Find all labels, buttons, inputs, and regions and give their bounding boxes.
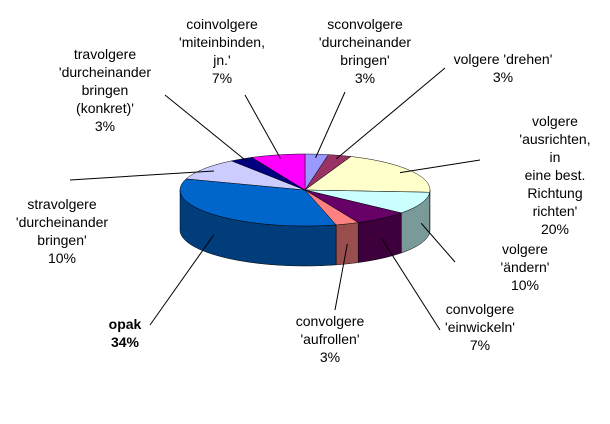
- value-label: 3%: [354, 70, 376, 86]
- pie-slice-side: [335, 222, 359, 266]
- category-label: opak: [108, 316, 142, 332]
- pie-slice: [251, 153, 306, 191]
- category-label: stravolgere 'durcheinander bringen': [15, 196, 109, 248]
- slice-label: volgere 'ausrichten, in eine best. Richt…: [519, 112, 590, 238]
- leader-line: [381, 238, 441, 331]
- category-label: convolgere 'aufrollen': [295, 313, 365, 347]
- category-label: coinvolgere 'miteinbinden, jn.': [179, 16, 265, 68]
- slice-label: coinvolgere 'miteinbinden, jn.' 7%: [179, 15, 265, 87]
- value-label: 7%: [211, 70, 233, 86]
- leader-line: [164, 94, 249, 163]
- pie-slice: [179, 178, 337, 227]
- category-label: volgere 'drehen': [453, 51, 553, 67]
- slice-label: convolgere 'einwickeln' 7%: [445, 300, 515, 354]
- pie-slice: [304, 189, 403, 223]
- pie-slice: [304, 189, 359, 226]
- slice-label: volgere 'ändern' 10%: [483, 240, 568, 294]
- leader-line: [336, 67, 446, 160]
- value-label: 10%: [510, 277, 540, 293]
- pie-slice: [185, 160, 306, 191]
- leader-line: [244, 94, 281, 159]
- value-label: 3%: [94, 118, 116, 134]
- slice-label: sconvolgere 'durcheinander bringen' 3%: [319, 15, 411, 87]
- pie-slice: [230, 157, 306, 191]
- value-label: 3%: [319, 349, 341, 365]
- slice-label: volgere 'drehen' 3%: [454, 50, 553, 86]
- category-label: travolgere 'durcheinander bringen (konkr…: [58, 46, 152, 116]
- leader-line: [69, 170, 215, 181]
- value-label: 7%: [469, 337, 491, 353]
- leader-line: [334, 243, 348, 311]
- category-label: convolgere 'einwickeln': [445, 301, 515, 335]
- leader-line: [420, 222, 456, 263]
- slice-label: opak 34%: [109, 315, 142, 351]
- slice-label: travolgere 'durcheinander bringen (konkr…: [59, 45, 151, 135]
- leader-line: [399, 159, 481, 174]
- leader-line: [149, 234, 215, 326]
- slice-label: convolgere 'aufrollen' 3%: [296, 312, 365, 366]
- leader-line: [315, 91, 346, 158]
- category-label: volgere 'ändern': [500, 241, 550, 275]
- category-label: volgere 'ausrichten, in eine best. Richt…: [519, 113, 591, 219]
- category-label: sconvolgere 'durcheinander bringen': [318, 16, 412, 68]
- value-label: 34%: [110, 334, 140, 350]
- value-label: 20%: [540, 221, 570, 237]
- pie-slice: [304, 189, 431, 214]
- value-label: 3%: [492, 69, 514, 85]
- value-label: 10%: [47, 250, 77, 266]
- slice-label: stravolgere 'durcheinander bringen' 10%: [16, 195, 108, 267]
